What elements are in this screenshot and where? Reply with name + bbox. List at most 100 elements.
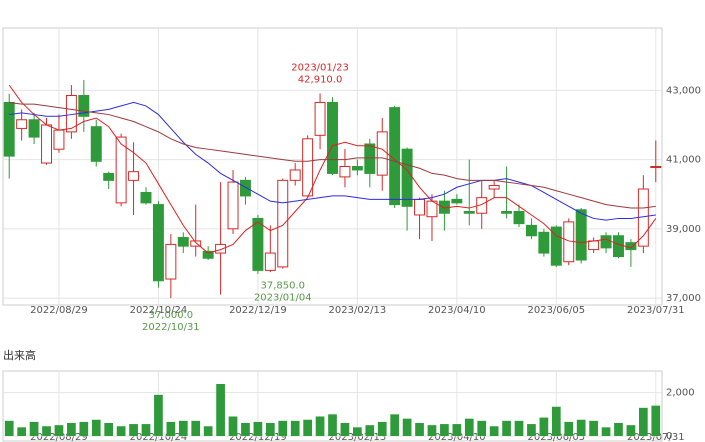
x-tick-label: 2023/04/10 bbox=[428, 305, 486, 316]
candle-body bbox=[202, 250, 214, 259]
moving-average bbox=[9, 101, 656, 221]
candle-body bbox=[314, 101, 326, 136]
volume-bar bbox=[178, 420, 188, 436]
volume-bar bbox=[216, 384, 225, 436]
volume-bar bbox=[452, 424, 462, 436]
volume-bar bbox=[402, 418, 412, 436]
candle-body bbox=[389, 107, 401, 206]
volume-bar bbox=[278, 420, 288, 436]
y-tick-label: 43,000 bbox=[666, 85, 701, 96]
y-tick-label: 0 bbox=[666, 431, 672, 442]
volume-bar bbox=[415, 423, 424, 436]
volume-bar bbox=[651, 405, 661, 436]
volume-bar bbox=[228, 416, 238, 436]
panel-frame bbox=[2, 370, 663, 442]
volume-bar bbox=[589, 420, 598, 436]
x-tick-label: 2022/08/29 bbox=[30, 305, 88, 316]
candle-body bbox=[177, 236, 189, 247]
candle-body bbox=[401, 148, 413, 207]
volume-bar bbox=[116, 426, 126, 436]
volume-bar bbox=[502, 420, 511, 436]
x-tick-label: 2023/02/13 bbox=[329, 432, 387, 442]
candle-body bbox=[513, 211, 525, 225]
candle-body bbox=[215, 243, 227, 254]
candle-body bbox=[376, 131, 388, 176]
candle-body bbox=[613, 235, 624, 258]
x-tick-label: 2022/08/29 bbox=[30, 432, 88, 442]
volume-bar bbox=[154, 394, 163, 436]
volume-bar bbox=[29, 421, 39, 436]
volume-bar bbox=[514, 420, 524, 436]
annotation-text: 2023/01/04 bbox=[254, 293, 312, 304]
x-tick-label: 2023/06/05 bbox=[527, 432, 585, 442]
y-tick-label: 2,000 bbox=[666, 388, 695, 399]
candle-body bbox=[165, 243, 177, 280]
volume-title: 出来高 bbox=[3, 348, 36, 362]
volume-bar bbox=[166, 421, 176, 436]
volume-bar bbox=[42, 426, 51, 436]
x-tick-label: 2023/07/31 bbox=[627, 305, 685, 316]
candle-body bbox=[327, 101, 338, 174]
candle-body bbox=[650, 166, 662, 168]
candle-body bbox=[190, 240, 202, 247]
volume-bar bbox=[477, 420, 487, 436]
volume-bar bbox=[464, 418, 474, 436]
candle-body bbox=[600, 235, 612, 249]
y-tick-label: 37,000 bbox=[666, 293, 701, 304]
candle-body bbox=[538, 231, 550, 254]
annotation-text: 42,910.0 bbox=[298, 74, 343, 85]
candle-body bbox=[239, 179, 251, 197]
panel-frame bbox=[2, 27, 663, 306]
volume-bar bbox=[365, 425, 375, 436]
candle-body bbox=[364, 143, 376, 174]
candle-body bbox=[103, 172, 115, 181]
x-tick-label: 2022/12/19 bbox=[229, 305, 287, 316]
x-tick-label: 2023/04/10 bbox=[428, 432, 486, 442]
candle-body bbox=[525, 224, 537, 237]
volume-bar bbox=[290, 420, 300, 436]
moving-average bbox=[8, 84, 657, 254]
x-tick-label: 2022/10/24 bbox=[130, 432, 188, 442]
volume-bar bbox=[551, 406, 561, 436]
candle-body bbox=[463, 211, 475, 214]
volume-bar bbox=[576, 419, 586, 436]
volume-bar bbox=[129, 424, 138, 436]
volume-bar bbox=[17, 427, 27, 436]
volume-bar bbox=[527, 424, 536, 436]
volume-bar bbox=[427, 425, 437, 436]
candle-body bbox=[90, 126, 102, 162]
candle-body bbox=[501, 211, 513, 214]
candle-body bbox=[451, 198, 463, 204]
volume-bar bbox=[253, 421, 263, 436]
candle-body bbox=[588, 240, 600, 251]
volume-bar bbox=[4, 420, 14, 436]
volume-bar bbox=[614, 423, 623, 436]
volume-bar bbox=[353, 427, 362, 436]
y-tick-label: 41,000 bbox=[666, 155, 701, 166]
annotation-text: 2023/01/23 bbox=[291, 62, 349, 73]
volume-bar bbox=[638, 407, 648, 436]
candle-body bbox=[128, 171, 140, 181]
volume-bar bbox=[203, 426, 213, 436]
x-tick-label: 2023/07/31 bbox=[627, 432, 685, 442]
candle-body bbox=[550, 226, 562, 266]
volume-bar bbox=[141, 424, 151, 436]
candle-body bbox=[3, 101, 15, 157]
candle-body bbox=[289, 169, 301, 181]
volume-bar bbox=[91, 419, 101, 436]
volume-bar bbox=[265, 423, 275, 436]
candle-body bbox=[41, 124, 52, 164]
candle-body bbox=[28, 119, 40, 138]
volume-bar bbox=[626, 425, 636, 436]
candle-body bbox=[16, 119, 28, 129]
x-tick-label: 2023/06/05 bbox=[527, 305, 585, 316]
moving-average bbox=[9, 101, 656, 209]
volume-bar bbox=[191, 420, 201, 436]
volume-bar bbox=[564, 421, 574, 436]
volume-bar bbox=[340, 423, 350, 436]
volume-bar bbox=[241, 423, 250, 436]
annotation-text: 37,000.0 bbox=[149, 310, 194, 321]
volume-bar bbox=[303, 419, 312, 436]
x-tick-label: 2023/02/13 bbox=[329, 305, 387, 316]
candle-body bbox=[488, 185, 500, 190]
